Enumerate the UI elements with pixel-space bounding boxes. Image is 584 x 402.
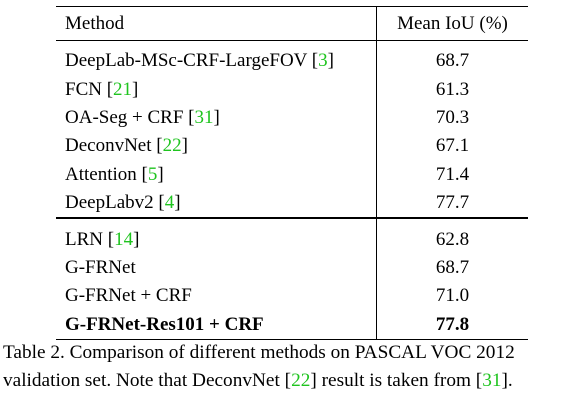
miou-cell: 68.7 xyxy=(376,253,528,283)
table-row: OA-Seg + CRF [31] 70.3 xyxy=(56,103,528,133)
method-cell: G-FRNet xyxy=(65,256,136,278)
table-row: DeconvNet [22] 67.1 xyxy=(56,132,528,161)
table-row: FCN [21] 61.3 xyxy=(56,75,528,104)
table-row: LRN [14] 62.8 xyxy=(56,225,528,254)
table-caption: Table 2. Comparison of different methods… xyxy=(3,339,583,395)
header-mean-iou: Mean IoU (%) xyxy=(376,6,528,41)
miou-cell: 62.8 xyxy=(376,225,528,254)
miou-cell: 71.4 xyxy=(376,160,528,189)
caption-line-1: Table 2. Comparison of different methods… xyxy=(3,342,515,363)
header-method: Method xyxy=(56,6,377,41)
miou-cell: 71.0 xyxy=(376,282,528,311)
citation-link[interactable]: 21 xyxy=(113,78,133,100)
miou-cell: 70.3 xyxy=(376,103,528,133)
method-cell: G-FRNet + CRF xyxy=(65,285,192,307)
citation-link[interactable]: 31 xyxy=(482,370,502,391)
citation-link[interactable]: 22 xyxy=(162,135,182,157)
citation-link[interactable]: 22 xyxy=(291,370,311,391)
miou-cell: 77.7 xyxy=(376,188,528,219)
table-row-best: G-FRNet-Res101 + CRF 77.8 xyxy=(56,310,528,340)
method-cell: DeepLabv2 [4] xyxy=(65,192,181,214)
method-cell: DeconvNet [22] xyxy=(65,135,188,157)
miou-cell: 77.8 xyxy=(376,310,528,340)
method-cell: Attention [5] xyxy=(65,163,164,185)
table-row: DeepLab-MSc-CRF-LargeFOV [3] 68.7 xyxy=(56,47,528,76)
table-row: G-FRNet 68.7 xyxy=(56,253,528,283)
group-divider xyxy=(56,217,528,226)
results-table: Method Mean IoU (%) DeepLab-MSc-CRF-Larg… xyxy=(56,6,528,340)
table-row: G-FRNet + CRF 71.0 xyxy=(56,282,528,311)
miou-cell: 67.1 xyxy=(376,132,528,161)
table-row: Attention [5] 71.4 xyxy=(56,160,528,189)
table-row: DeepLabv2 [4] 77.7 xyxy=(56,188,528,219)
citation-link[interactable]: 31 xyxy=(194,106,214,128)
method-cell: LRN [14] xyxy=(65,228,140,250)
citation-link[interactable]: 4 xyxy=(164,192,175,214)
method-cell: FCN [21] xyxy=(65,78,139,100)
citation-link[interactable]: 3 xyxy=(318,50,328,72)
miou-cell: 68.7 xyxy=(376,47,528,76)
citation-link[interactable]: 5 xyxy=(147,163,158,185)
table-header-row: Method Mean IoU (%) xyxy=(56,6,528,41)
method-cell: DeepLab-MSc-CRF-LargeFOV [3] xyxy=(65,50,334,72)
method-cell: G-FRNet-Res101 + CRF xyxy=(56,310,377,340)
miou-cell: 61.3 xyxy=(376,75,528,104)
caption-line-2: validation set. Note that DeconvNet [22]… xyxy=(3,370,513,391)
method-cell: OA-Seg + CRF [31] xyxy=(65,106,220,128)
citation-link[interactable]: 14 xyxy=(114,228,134,250)
